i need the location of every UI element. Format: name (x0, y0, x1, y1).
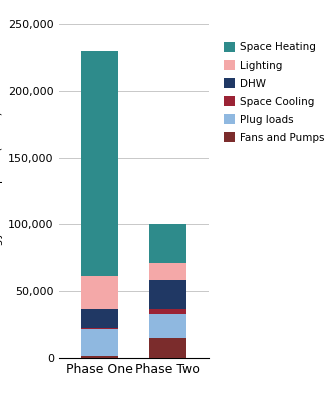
Bar (149, 314, 186, 338)
Bar (149, 338, 186, 358)
Bar (81, 355, 118, 358)
Y-axis label: Energy Consumption (kBtus): Energy Consumption (kBtus) (0, 111, 3, 271)
Bar (81, 329, 118, 355)
Bar (81, 328, 118, 329)
Bar (149, 263, 186, 280)
Bar (149, 309, 186, 314)
Bar (81, 276, 118, 309)
Bar (81, 309, 118, 328)
Bar (149, 280, 186, 309)
Legend: Space Heating, Lighting, DHW, Space Cooling, Plug loads, Fans and Pumps: Space Heating, Lighting, DHW, Space Cool… (221, 39, 326, 146)
Bar (149, 224, 186, 263)
Bar (81, 51, 118, 276)
